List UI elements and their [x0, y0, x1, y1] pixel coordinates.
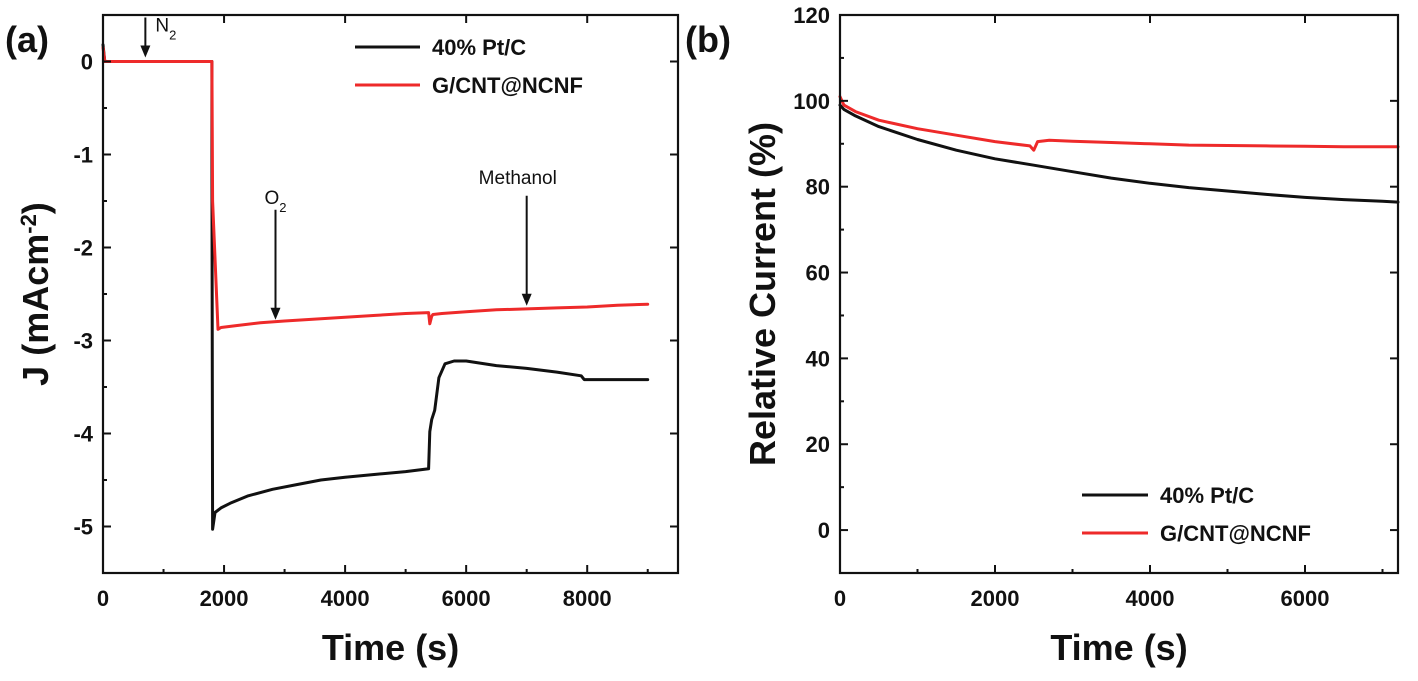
annotation-label: Methanol: [479, 168, 557, 189]
y-axis-title-superscript: -2: [16, 214, 41, 234]
series-line-g-cnt-ncnf: [101, 46, 650, 331]
y-tick-label: 0: [81, 50, 93, 75]
legend-label: G/CNT@NCNF: [1160, 521, 1311, 546]
arrow-head: [521, 293, 532, 306]
series-group: [101, 43, 650, 531]
x-tick-label: 0: [834, 586, 846, 611]
y-tick-label: 100: [793, 89, 830, 114]
panel-label: (b): [685, 19, 731, 60]
x-tick-label: 2000: [200, 586, 249, 611]
y-tick-label: -1: [73, 143, 93, 168]
annotation-arrow: Methanol: [479, 168, 557, 306]
y-axis-title: J (mAcm-2): [15, 202, 56, 386]
panel-label: (a): [5, 19, 49, 60]
x-tick-label: 4000: [321, 586, 370, 611]
y-axis-title-end: ): [15, 202, 56, 214]
x-tick-label: 6000: [442, 586, 491, 611]
y-tick-label: -4: [73, 422, 93, 447]
chart-panel-a: (a) 0 2000 4000 6000 8000 0 -1 -2 -3 -4 -5 Time (s) J…: [5, 13, 680, 668]
annotation-arrow: N2: [140, 16, 176, 58]
x-axis-title: Time (s): [1050, 627, 1187, 668]
legend: 40% Pt/C G/CNT@NCNF: [355, 35, 583, 98]
y-tick-label: -5: [73, 515, 93, 540]
series-group: [838, 95, 1400, 204]
series-line-g-cnt-ncnf: [838, 95, 1400, 152]
chart-panel-b: (b) 0 2000 4000 6000 0 20 40 60 80 100 120 Time (s) R…: [685, 3, 1400, 668]
x-tick-label: 4000: [1126, 586, 1175, 611]
annotation-subscript: 2: [169, 27, 176, 42]
plot-frame: [838, 13, 1400, 575]
y-tick-label: -2: [73, 236, 93, 261]
legend-label: G/CNT@NCNF: [432, 73, 583, 98]
series-line-40-pt-c: [101, 43, 650, 531]
annotation-subscript: 2: [279, 199, 286, 214]
plot-frame: [101, 13, 680, 575]
arrow-head: [270, 307, 281, 320]
annotation-label: N2: [155, 16, 176, 43]
series-line-40-pt-c: [838, 103, 1400, 204]
legend-label: 40% Pt/C: [432, 35, 526, 60]
arrow-head: [140, 45, 151, 58]
x-tick-label: 0: [97, 586, 109, 611]
x-tick-label: 8000: [563, 586, 612, 611]
annotation-arrow: O2: [264, 188, 287, 320]
y-axis-title: Relative Current (%): [742, 122, 783, 466]
x-axis-title: Time (s): [322, 627, 459, 668]
legend-label: 40% Pt/C: [1160, 483, 1254, 508]
y-tick-label: 40: [806, 346, 830, 371]
y-tick-label: 120: [793, 3, 830, 28]
x-tick-label: 6000: [1281, 586, 1330, 611]
legend: 40% Pt/C G/CNT@NCNF: [1082, 483, 1311, 546]
y-tick-label: 60: [806, 261, 830, 286]
y-tick-label: 20: [806, 432, 830, 457]
y-tick-label: 80: [806, 175, 830, 200]
y-tick-label: 0: [818, 518, 830, 543]
y-tick-label: -3: [73, 329, 93, 354]
x-tick-label: 2000: [971, 586, 1020, 611]
